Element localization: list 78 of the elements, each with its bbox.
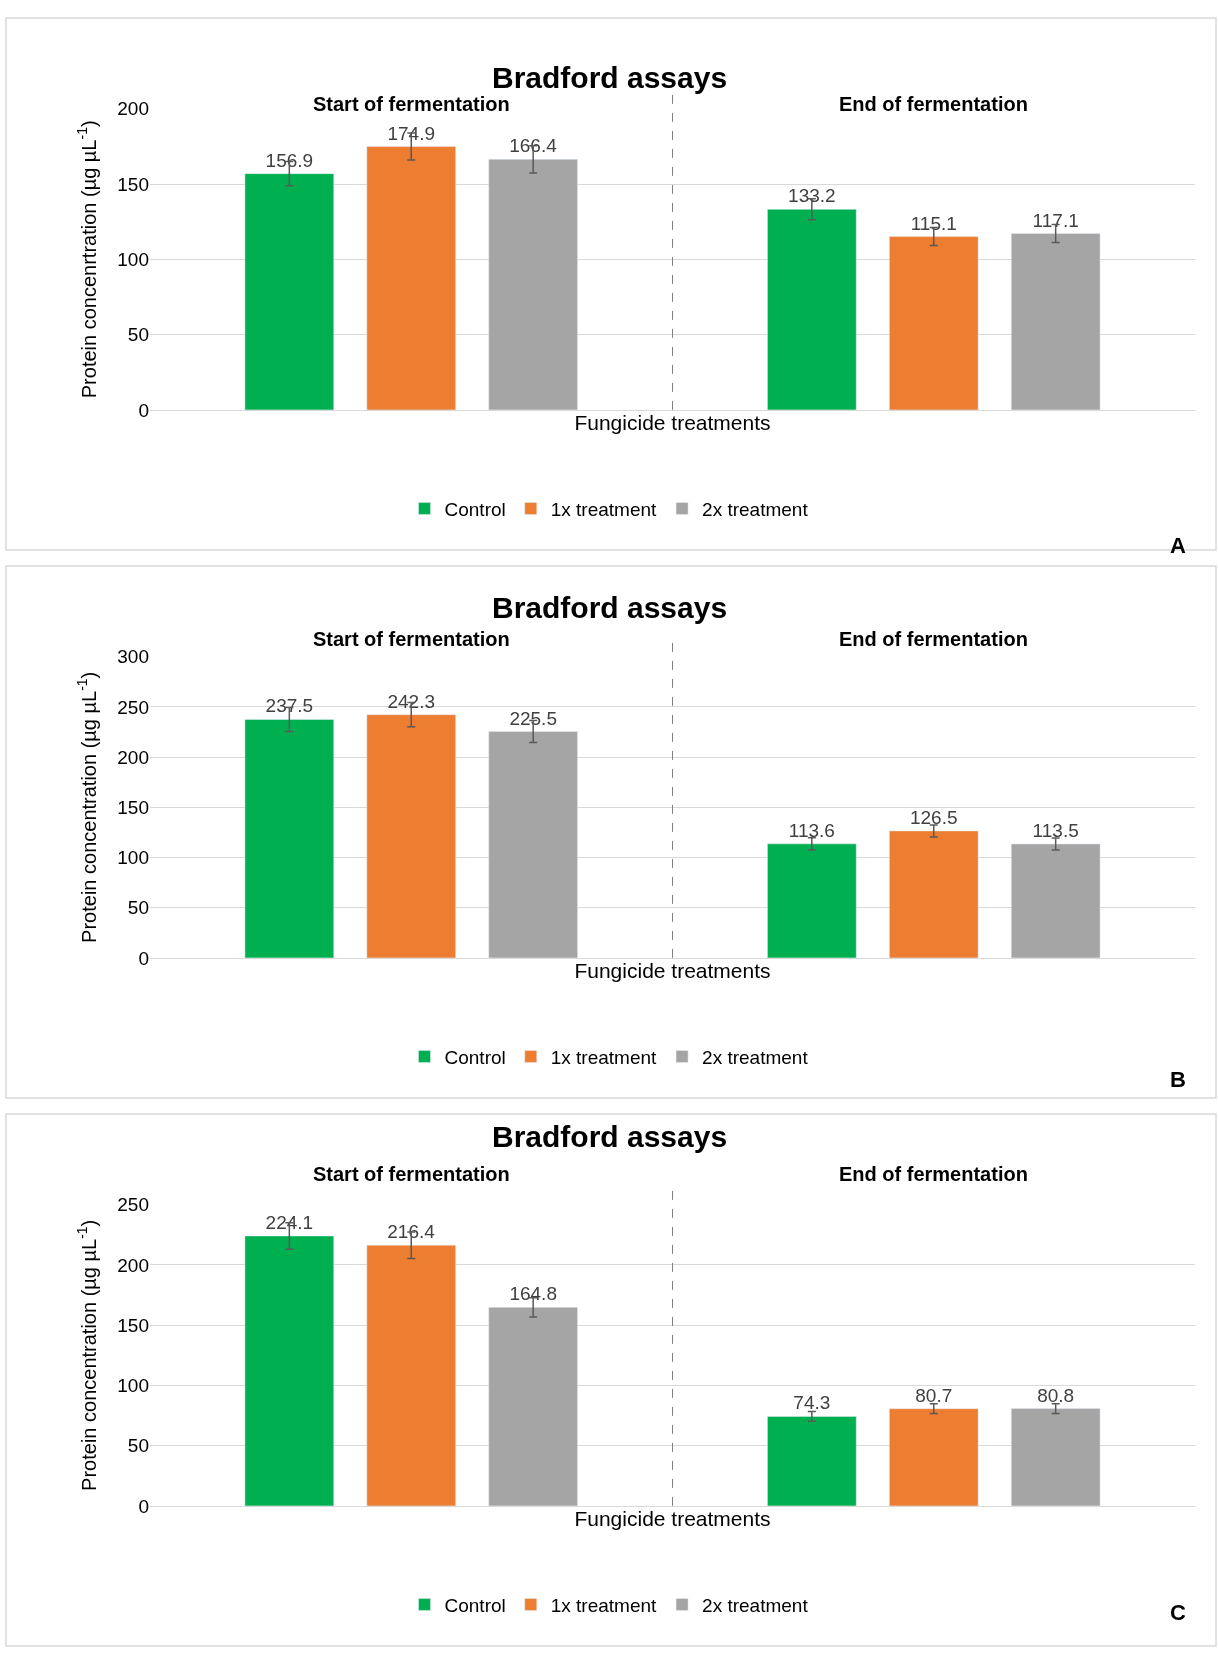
bar: [889, 1408, 979, 1506]
x-axis-title: Fungicide treatments: [574, 1507, 771, 1531]
bar: [1011, 843, 1101, 958]
legend-label: 2x treatment: [702, 1046, 809, 1068]
data-label: 237.5: [265, 695, 314, 717]
bar: [1011, 233, 1101, 410]
data-label: 74.3: [793, 1392, 831, 1414]
legend-label: Control: [444, 1594, 506, 1616]
y-tick-label: 300: [117, 646, 149, 668]
bar: [488, 1307, 578, 1506]
text: C: [1170, 1600, 1186, 1625]
data-label: 225.5: [509, 707, 557, 729]
bar: [366, 1244, 456, 1506]
y-tick-label: 250: [117, 1194, 149, 1216]
data-label: 224.1: [265, 1211, 314, 1233]
bar: [1011, 1408, 1101, 1506]
data-label: 133.2: [788, 185, 836, 207]
legend-label: Control: [444, 1046, 506, 1068]
data-label: 117.1: [1032, 209, 1079, 231]
data-label: 174.9: [387, 122, 436, 144]
y-tick-label: 50: [127, 897, 149, 919]
bar: [244, 719, 334, 958]
data-label: 113.5: [1032, 819, 1079, 841]
y-tick-label: 0: [138, 947, 149, 969]
chart-title: Bradford assays: [492, 1120, 728, 1153]
bar: [244, 1235, 334, 1506]
bar: [488, 731, 578, 958]
y-tick-label: 200: [117, 1254, 149, 1276]
legend-label: 2x treatment: [702, 498, 809, 520]
y-tick-label: 200: [117, 746, 149, 768]
y-tick-label: 0: [138, 399, 149, 421]
y-tick-label: 100: [117, 1375, 149, 1397]
data-label: 80.7: [915, 1384, 953, 1406]
bar: [244, 173, 334, 410]
y-tick-label: 100: [117, 248, 149, 270]
text: Start of fermentation: [313, 628, 510, 650]
bar: [889, 830, 979, 958]
x-axis-title: Fungicide treatments: [574, 959, 771, 983]
annotation: Start of fermentation: [313, 93, 510, 115]
bar: [889, 236, 979, 410]
bar: [767, 209, 857, 410]
x-axis-title: Fungicide treatments: [574, 411, 771, 435]
y-tick-label: 150: [117, 173, 149, 195]
y-tick-label: 100: [117, 847, 149, 869]
bar: [366, 146, 456, 410]
text: A: [1170, 533, 1186, 558]
legend-label: 1x treatment: [550, 1594, 658, 1616]
y-tick-label: 50: [127, 1435, 149, 1457]
data-label: 126.5: [909, 806, 958, 828]
data-label: 115.1: [910, 212, 957, 234]
annotation: End of fermentation: [839, 93, 1028, 115]
text: End of fermentation: [839, 1163, 1028, 1185]
y-tick-label: 150: [117, 1314, 149, 1336]
bar: [488, 159, 578, 410]
data-label: 166.4: [509, 135, 558, 157]
y-tick-label: 0: [138, 1495, 149, 1517]
data-label: 113.6: [788, 819, 835, 841]
data-label: 156.9: [265, 149, 314, 171]
data-label: 242.3: [387, 690, 436, 712]
chart-title: Bradford assays: [492, 591, 728, 624]
data-label: 80.8: [1037, 1384, 1075, 1406]
y-tick-label: 50: [127, 324, 149, 346]
bar: [767, 1416, 857, 1506]
text: End of fermentation: [839, 628, 1028, 650]
y-tick-label: 250: [117, 696, 149, 718]
legend-label: 1x treatment: [550, 498, 658, 520]
y-tick-label: 200: [117, 98, 149, 120]
text: B: [1170, 1067, 1186, 1092]
chart-title: Bradford assays: [492, 61, 728, 94]
data-label: 164.8: [509, 1283, 557, 1305]
legend-label: 2x treatment: [702, 1594, 809, 1616]
text: Start of fermentation: [313, 1163, 510, 1185]
data-label: 216.4: [387, 1221, 436, 1243]
bar: [366, 714, 456, 958]
bar: [767, 843, 857, 958]
y-tick-label: 150: [117, 796, 149, 818]
legend-label: Control: [444, 498, 506, 520]
legend-label: 1x treatment: [550, 1046, 658, 1068]
